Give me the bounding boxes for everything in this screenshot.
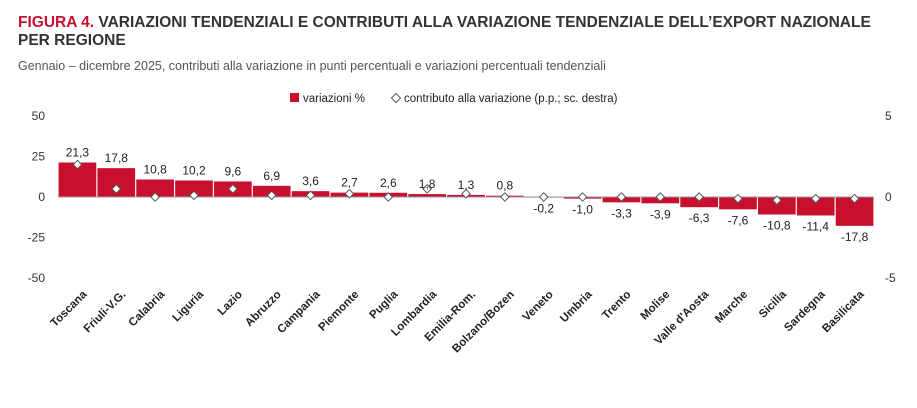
contribution-marker: [655, 192, 666, 202]
category-label: Toscana: [49, 288, 90, 329]
legend-label-contributo: contributo alla variazione (p.p.; sc. de…: [404, 93, 618, 105]
chart-title: FIGURA 4. VARIAZIONI TENDENZIALI E CONTR…: [18, 14, 898, 50]
contribution-marker: [499, 192, 510, 202]
contribution-marker: [383, 192, 394, 202]
bar-value-label: -0,2: [533, 201, 554, 215]
bar-value-label: -17,8: [841, 230, 869, 244]
bar: [136, 179, 174, 197]
bar-value-label: -3,9: [650, 207, 671, 221]
figure-label: FIGURA 4.: [18, 14, 95, 31]
contribution-marker: [189, 190, 199, 201]
category-label: Veneto: [521, 289, 556, 324]
bar: [680, 197, 718, 208]
bar-value-label: -11,4: [802, 219, 829, 233]
category-label: Sicilia: [757, 288, 789, 320]
chart-subtitle: Gennaio – dicembre 2025, contributi alla…: [18, 59, 606, 73]
title-text: VARIAZIONI TENDENZIALI E CONTRIBUTI ALLA…: [18, 14, 871, 49]
contribution-marker: [344, 188, 355, 199]
left-axis-tick-label: 25: [32, 150, 46, 164]
contribution-marker: [694, 192, 705, 202]
legend-bar-swatch: [290, 93, 299, 102]
category-label: Basilicata: [820, 288, 867, 335]
category-label: Trento: [600, 289, 633, 322]
bar-value-label: 10,8: [143, 163, 167, 177]
contribution-marker: [111, 183, 122, 194]
bar-value-label: -10,8: [763, 218, 791, 232]
contribution-marker: [810, 193, 821, 204]
bar-value-label: 9,6: [225, 164, 242, 178]
category-label: Piemonte: [316, 289, 361, 334]
bar: [758, 197, 796, 215]
bar-value-label: 21,3: [66, 145, 90, 159]
bar-value-label: -7,6: [728, 213, 749, 227]
left-axis-tick-label: 0: [38, 190, 45, 204]
category-label: Calabria: [127, 288, 168, 329]
bar-value-label: 2,7: [341, 176, 358, 190]
contribution-marker: [150, 192, 161, 202]
bar: [796, 197, 835, 216]
bar-value-label: 0,8: [497, 179, 514, 193]
contribution-marker: [227, 183, 238, 194]
left-axis-tick-label: -25: [28, 231, 46, 245]
legend-diamond-marker: [390, 92, 402, 104]
category-label: Friuli-V.G.: [82, 289, 129, 336]
category-label: Campania: [275, 288, 323, 336]
category-label: Liguria: [171, 288, 207, 324]
contribution-marker: [577, 192, 588, 202]
bar-value-label: 2,6: [380, 176, 397, 190]
contribution-marker: [849, 193, 860, 204]
contribution-marker: [461, 188, 471, 199]
contribution-marker: [538, 192, 549, 202]
bar-value-label: 3,6: [302, 174, 319, 188]
bar: [408, 194, 446, 197]
contribution-marker: [771, 195, 782, 206]
contribution-marker: [422, 183, 433, 194]
contribution-marker: [733, 193, 743, 204]
category-label: Molise: [639, 289, 673, 323]
contribution-marker: [266, 190, 277, 201]
category-label: Abruzzo: [243, 289, 284, 330]
contribution-marker: [72, 159, 83, 170]
bar-value-label: 10,2: [182, 163, 206, 177]
bar-value-label: 1,8: [419, 177, 436, 191]
category-label: Marche: [713, 289, 750, 326]
bar-value-label: 6,9: [263, 169, 280, 183]
contribution-marker: [616, 192, 627, 202]
contribution-marker: [305, 190, 316, 201]
bar-value-label: -3,3: [611, 206, 632, 220]
legend: variazioni % contributo alla variazione …: [290, 92, 618, 105]
legend-label-variazioni: variazioni %: [303, 93, 365, 105]
bar-value-label: 17,8: [105, 151, 129, 165]
category-label: Puglia: [368, 288, 401, 321]
right-axis-tick-label: 5: [885, 109, 892, 123]
right-axis-tick-label: -5: [885, 271, 896, 285]
bar-value-label: -6,3: [689, 211, 710, 225]
bar: [175, 180, 213, 197]
left-axis-tick-label: 50: [32, 109, 46, 123]
bar-value-label: 1,3: [458, 178, 475, 192]
bar-value-label: -1,0: [572, 203, 593, 217]
category-label: Umbria: [558, 288, 595, 325]
left-axis-tick-label: -50: [28, 271, 46, 285]
right-axis-tick-label: 0: [885, 190, 892, 204]
category-label: Lazio: [216, 289, 245, 318]
